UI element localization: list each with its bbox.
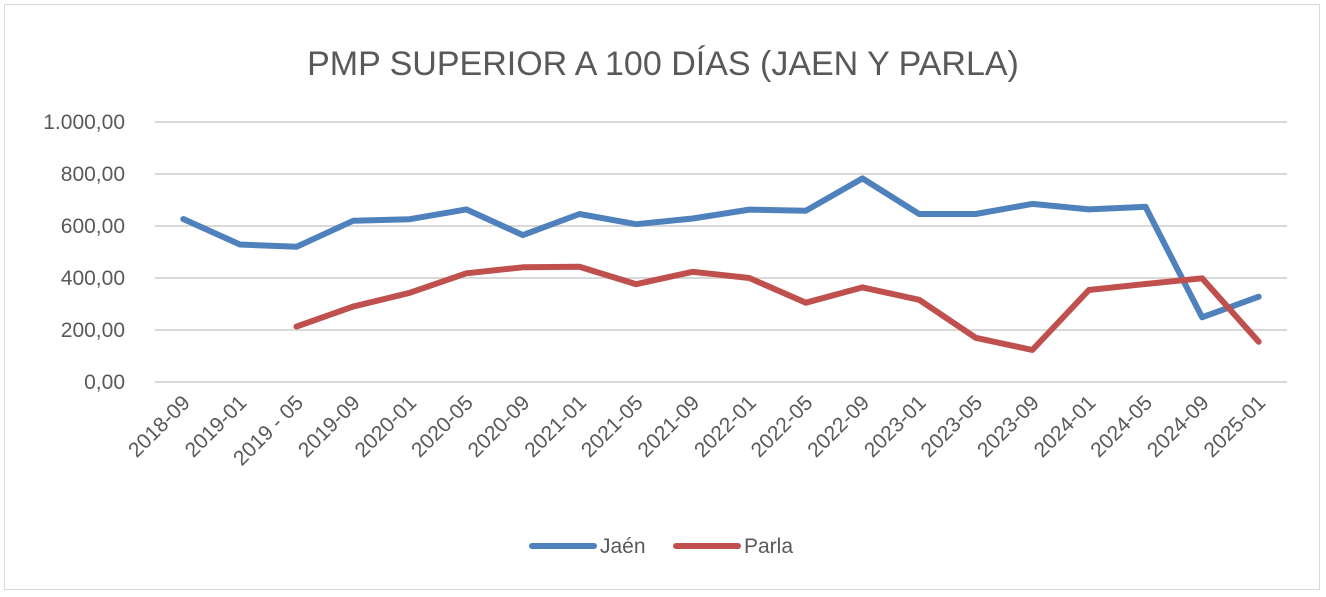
- x-tick-label: 2023-01: [860, 391, 931, 462]
- legend-label: Parla: [744, 535, 793, 558]
- x-tick-label: 2025-01: [1199, 391, 1270, 462]
- x-tick-label: 2019-09: [294, 391, 365, 462]
- x-tick-label: 2021-05: [577, 391, 648, 462]
- legend-label: Jaén: [600, 535, 646, 558]
- x-tick-label: 2024-09: [1143, 391, 1214, 462]
- chart-title: PMP SUPERIOR A 100 DÍAS (JAEN Y PARLA): [307, 45, 1019, 83]
- x-tick-label: 2018-09: [124, 391, 195, 462]
- x-tick-label: 2021-01: [520, 391, 591, 462]
- x-tick-label: 2023-09: [973, 391, 1044, 462]
- x-tick-label: 2021-09: [633, 391, 704, 462]
- chart-frame: [4, 4, 1320, 590]
- series-line-jaén: [180, 175, 1262, 321]
- x-tick-label: 2020-05: [407, 391, 478, 462]
- y-tick-label: 200,00: [61, 319, 125, 342]
- y-tick-label: 1.000,00: [43, 111, 125, 134]
- x-tick-label: 2020-01: [350, 391, 421, 462]
- x-tick-label: 2023-05: [916, 391, 987, 462]
- y-tick-label: 0,00: [84, 371, 125, 394]
- x-tick-label: 2022-09: [803, 391, 874, 462]
- x-tick-label: 2024-01: [1030, 391, 1101, 462]
- y-tick-label: 600,00: [61, 215, 125, 238]
- series-line-parla: [293, 263, 1262, 353]
- y-tick-label: 800,00: [61, 163, 125, 186]
- x-tick-label: 2022-01: [690, 391, 761, 462]
- x-tick-label: 2024-05: [1086, 391, 1157, 462]
- x-tick-label: 2022-05: [747, 391, 818, 462]
- x-tick-label: 2020-09: [464, 391, 535, 462]
- y-tick-label: 400,00: [61, 267, 125, 290]
